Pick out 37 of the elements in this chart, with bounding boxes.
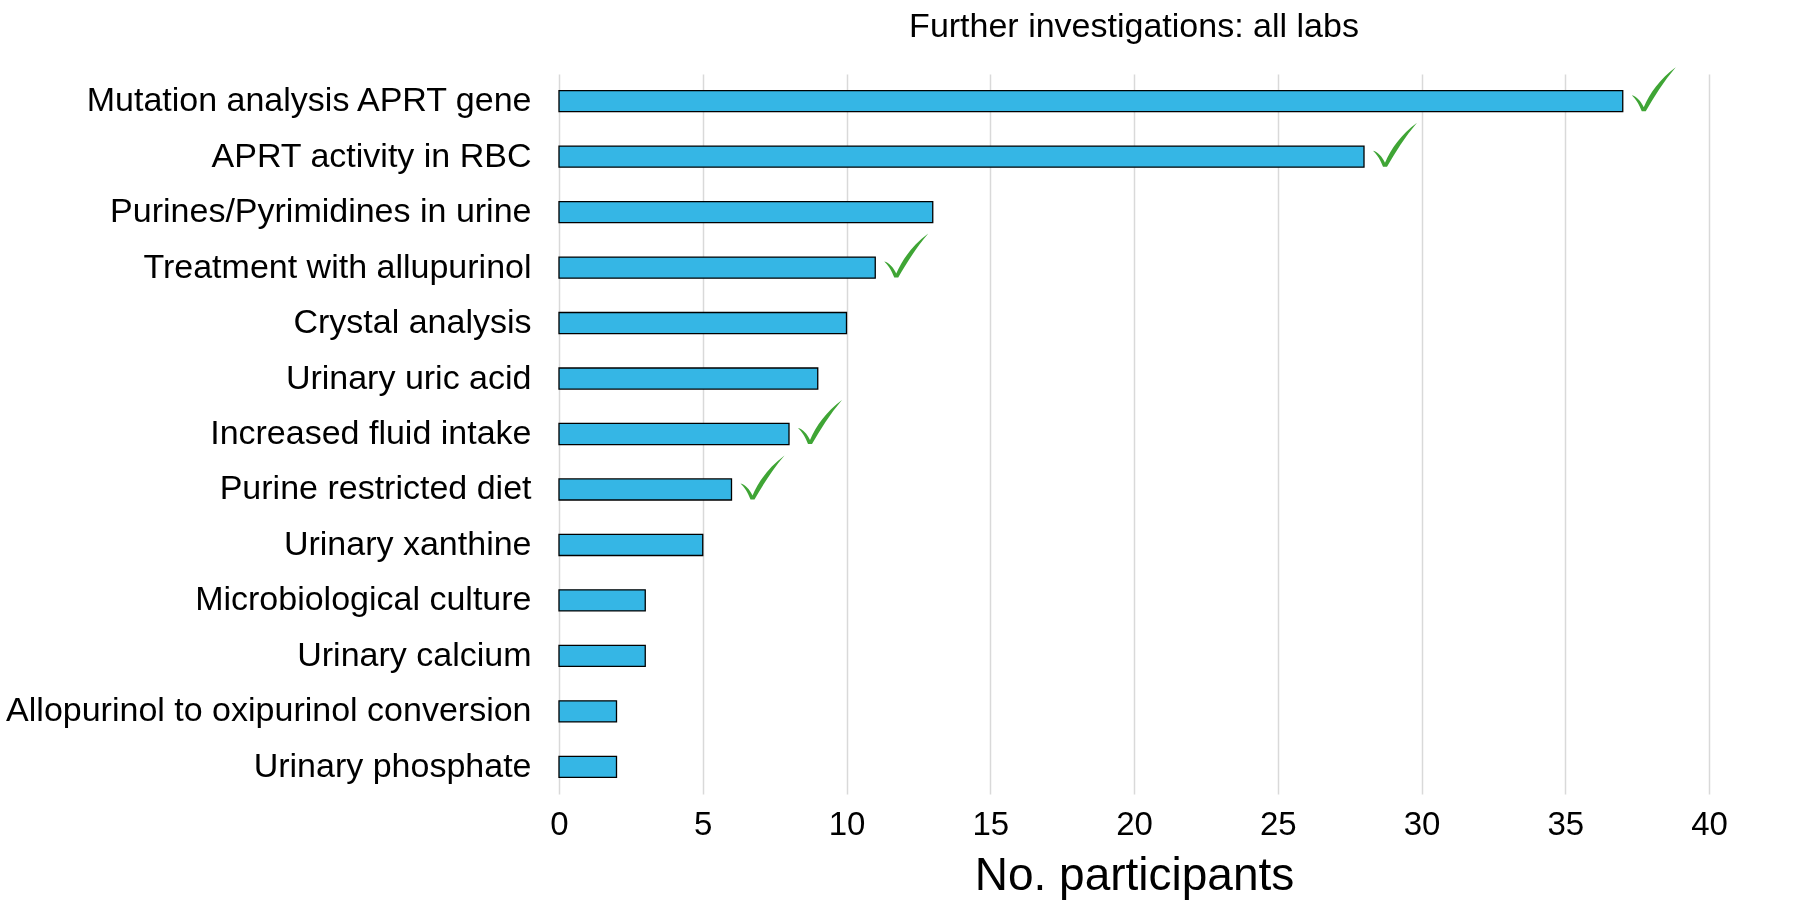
y-tick-label: Microbiological culture	[195, 579, 532, 618]
y-tick-label: Urinary uric acid	[285, 357, 532, 396]
y-tick-label: Crystal analysis	[293, 302, 532, 341]
y-tick-label: Increased fluid intake	[210, 413, 532, 451]
bar	[558, 422, 790, 446]
x-tick-label: 15	[972, 804, 1010, 842]
bar	[558, 256, 876, 279]
bar	[558, 589, 646, 612]
y-tick-label: Allopurinol to oxipurinol conversion	[6, 690, 532, 729]
x-axis-title: No. participants	[974, 847, 1295, 900]
y-tick-label: Purine restricted diet	[219, 468, 533, 507]
y-tick-label: APRT activity in RBC	[211, 135, 532, 174]
bar	[558, 200, 934, 224]
y-tick-label: Urinary calcium	[297, 634, 532, 673]
y-tick-label: Urinary phosphate	[253, 745, 532, 784]
y-tick-label: Purines/Pyrimidines in urine	[110, 191, 532, 230]
x-tick-label: 40	[1691, 804, 1728, 842]
bar	[558, 700, 618, 723]
x-tick-label: 5	[694, 804, 713, 842]
x-tick-label: 20	[1116, 804, 1153, 842]
chart-title: Further investigations: all labs	[909, 6, 1359, 44]
bar	[558, 755, 618, 779]
x-tick-label: 30	[1403, 804, 1441, 842]
bar	[558, 89, 1624, 113]
y-tick-label: Treatment with allupurinol	[143, 246, 532, 285]
y-tick-label: Mutation analysis APRT gene	[86, 80, 532, 119]
bar	[558, 145, 1365, 168]
bar	[558, 367, 819, 390]
x-tick-label: 0	[550, 804, 569, 842]
x-tick-label: 35	[1547, 804, 1585, 842]
bar	[558, 478, 733, 501]
bar	[558, 644, 646, 668]
bar	[558, 533, 704, 557]
y-tick-label: Urinary xanthine	[283, 523, 532, 562]
bar	[558, 311, 848, 335]
x-tick-label: 10	[828, 804, 866, 842]
x-tick-label: 25	[1259, 804, 1297, 842]
